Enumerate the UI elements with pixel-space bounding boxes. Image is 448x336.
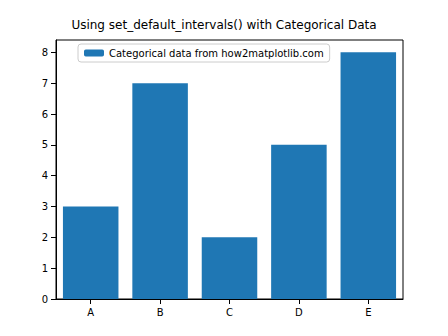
svg-text:Categorical data from how2matp: Categorical data from how2matplotlib.com [109, 48, 324, 59]
svg-text:A: A [87, 307, 94, 318]
svg-text:E: E [365, 307, 371, 318]
svg-text:B: B [157, 307, 164, 318]
svg-text:5: 5 [42, 139, 48, 150]
svg-text:D: D [295, 307, 303, 318]
svg-text:8: 8 [42, 47, 48, 58]
svg-text:1: 1 [42, 263, 48, 274]
svg-text:0: 0 [42, 294, 48, 305]
svg-text:7: 7 [42, 78, 48, 89]
svg-text:Using set_default_intervals(): Using set_default_intervals() with Categ… [71, 18, 376, 32]
svg-text:3: 3 [42, 201, 48, 212]
svg-text:2: 2 [42, 232, 48, 243]
svg-text:4: 4 [42, 170, 48, 181]
svg-text:C: C [226, 307, 233, 318]
svg-text:6: 6 [42, 109, 48, 120]
